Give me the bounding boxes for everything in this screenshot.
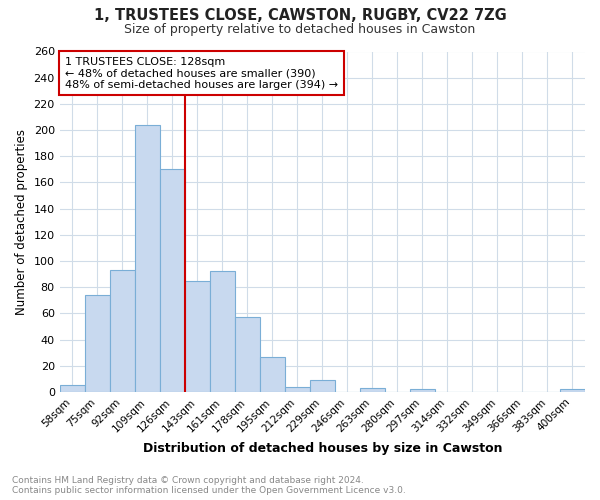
Bar xyxy=(59,386,85,392)
Bar xyxy=(160,170,185,392)
Bar xyxy=(85,295,110,392)
Bar xyxy=(285,386,310,392)
X-axis label: Distribution of detached houses by size in Cawston: Distribution of detached houses by size … xyxy=(143,442,502,455)
Bar xyxy=(235,318,260,392)
Bar xyxy=(210,272,235,392)
Y-axis label: Number of detached properties: Number of detached properties xyxy=(15,128,28,314)
Text: 1, TRUSTEES CLOSE, CAWSTON, RUGBY, CV22 7ZG: 1, TRUSTEES CLOSE, CAWSTON, RUGBY, CV22 … xyxy=(94,8,506,22)
Bar xyxy=(185,280,210,392)
Text: 1 TRUSTEES CLOSE: 128sqm
← 48% of detached houses are smaller (390)
48% of semi-: 1 TRUSTEES CLOSE: 128sqm ← 48% of detach… xyxy=(65,56,338,90)
Bar xyxy=(110,270,135,392)
Bar xyxy=(360,388,385,392)
Bar xyxy=(310,380,335,392)
Bar xyxy=(135,125,160,392)
Bar xyxy=(260,356,285,392)
Bar xyxy=(560,390,585,392)
Text: Size of property relative to detached houses in Cawston: Size of property relative to detached ho… xyxy=(124,22,476,36)
Bar xyxy=(410,390,435,392)
Text: Contains HM Land Registry data © Crown copyright and database right 2024.
Contai: Contains HM Land Registry data © Crown c… xyxy=(12,476,406,495)
